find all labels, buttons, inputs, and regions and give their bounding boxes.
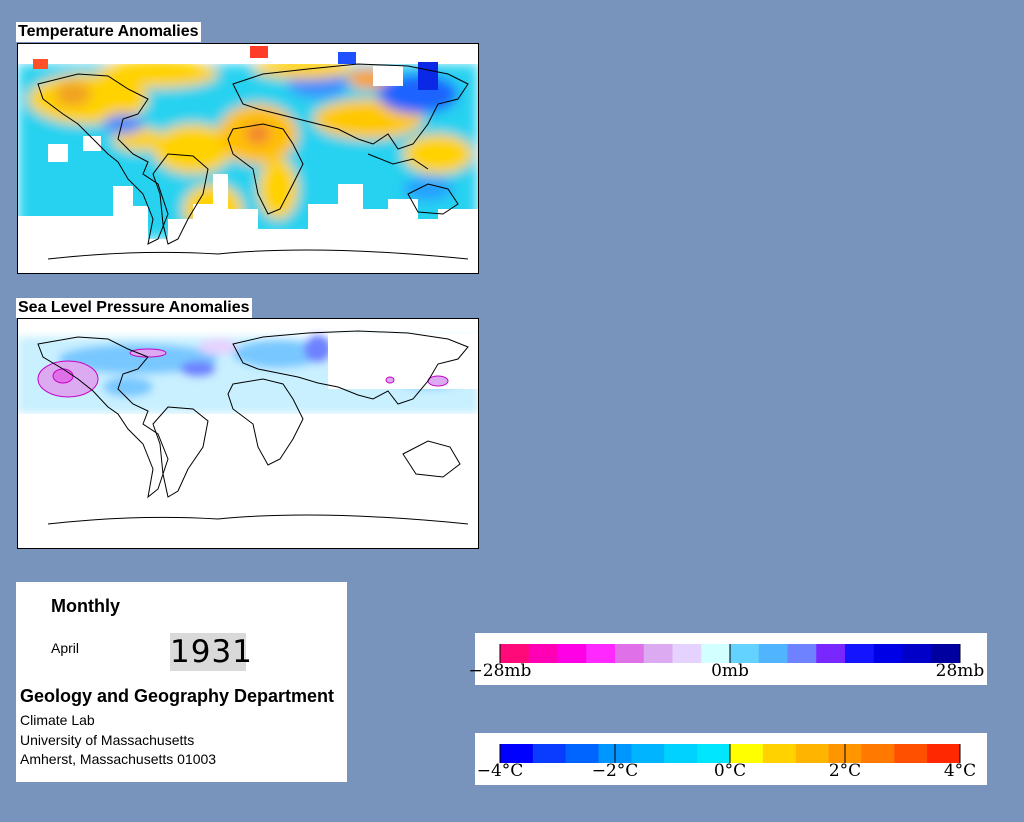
pressure_legend-swatch	[873, 644, 903, 663]
pressure_legend-swatch	[787, 644, 817, 663]
temperature_legend-swatch	[631, 744, 665, 763]
department-name: Geology and Geography Department	[20, 686, 335, 706]
temperature_legend-swatch	[697, 744, 731, 763]
pressure-color-legend: −28mb 0mb 28mb	[469, 633, 987, 685]
pressure_legend-swatch	[586, 644, 616, 663]
pressure_legend-swatch	[528, 644, 558, 663]
year-display: 1931	[170, 633, 253, 671]
pressure_legend-swatch	[902, 644, 932, 663]
temperature_legend-label: 4°C	[943, 761, 977, 781]
pressure-map-image	[18, 330, 478, 548]
pressure-legend-bar	[499, 644, 961, 663]
pressure_legend-swatch	[931, 644, 961, 663]
pressure_legend-swatch	[643, 644, 673, 663]
temperature_legend-label: −4°C	[476, 761, 524, 781]
temperature_legend-swatch	[762, 744, 797, 763]
temperature_legend-swatch	[894, 744, 928, 763]
temperature_legend-swatch	[565, 744, 600, 763]
pressure_legend-swatch	[615, 644, 645, 663]
pressure_legend-swatch	[816, 644, 846, 663]
temperature-map-title: Temperature Anomalies	[16, 22, 201, 42]
period-label: Monthly	[51, 596, 120, 616]
temperature_legend-label: −2°C	[591, 761, 639, 781]
pressure_legend-label: 28mb	[935, 661, 985, 681]
lab-name: Climate Lab	[20, 712, 95, 728]
temperature_legend-swatch	[664, 744, 698, 763]
month-label: April	[51, 640, 80, 656]
pressure-map-title: Sea Level Pressure Anomalies	[16, 298, 252, 318]
pressure_legend-swatch	[730, 644, 760, 663]
pressure_legend-swatch	[845, 644, 875, 663]
info-panel: Monthly April 1931 Geology and Geography…	[16, 582, 347, 782]
temperature_legend-swatch	[927, 744, 961, 763]
temperature_legend-label: 0°C	[713, 761, 747, 781]
temperature-legend-bar	[499, 744, 961, 763]
temperature_legend-swatch	[500, 744, 534, 763]
temperature-color-legend: −4°C −2°C 0°C 2°C 4°C	[475, 733, 987, 785]
temperature_legend-swatch	[861, 744, 895, 763]
pressure_legend-swatch	[758, 644, 788, 663]
temperature_legend-label: 2°C	[828, 761, 862, 781]
pressure_legend-swatch	[672, 644, 702, 663]
pressure_legend-label: 0mb	[711, 661, 749, 681]
university-name: University of Massachusetts	[20, 732, 195, 748]
temperature-map-image	[18, 44, 478, 273]
pressure_legend-label: −28mb	[468, 661, 532, 681]
temperature_legend-swatch	[730, 744, 764, 763]
pressure-map	[17, 318, 479, 549]
pressure_legend-swatch	[557, 644, 587, 663]
temperature_legend-swatch	[795, 744, 830, 763]
address: Amherst, Massachusetts 01003	[20, 751, 217, 767]
pressure_legend-swatch	[500, 644, 530, 663]
temperature-map	[17, 43, 479, 274]
temperature_legend-swatch	[532, 744, 567, 763]
pressure_legend-swatch	[701, 644, 731, 663]
